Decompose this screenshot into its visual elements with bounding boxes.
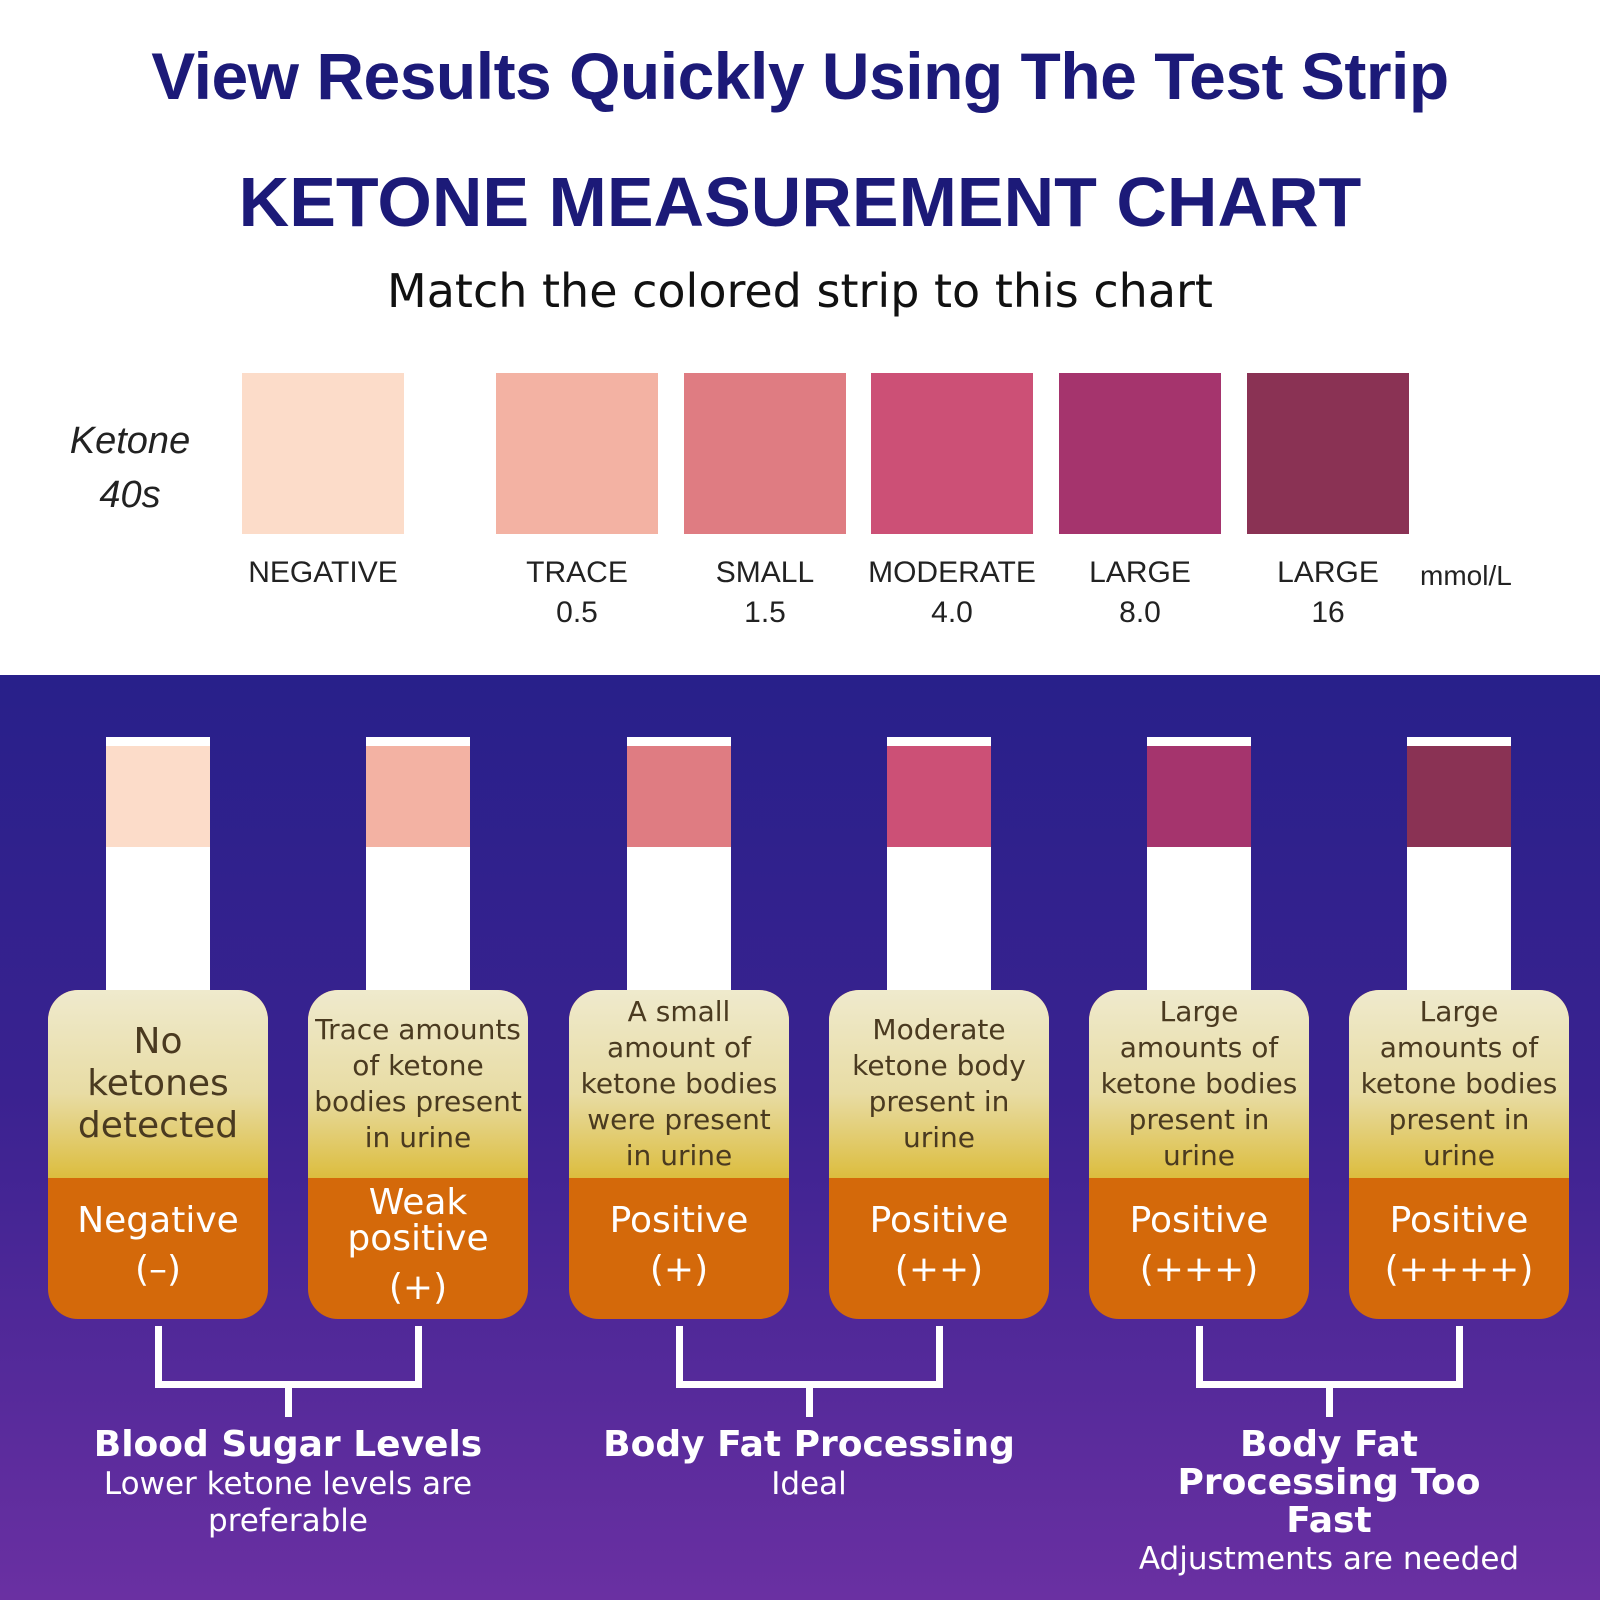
level-name: LARGE	[1277, 556, 1379, 589]
result-sign: (++++)	[1384, 1249, 1534, 1291]
result-text: Positive	[609, 1200, 749, 1242]
result-text: Positive	[1389, 1200, 1529, 1242]
result-card: Moderate ketone body present in urine Pos…	[829, 990, 1049, 1319]
result-sign: (–)	[134, 1249, 182, 1291]
unit: mmol/L	[1420, 560, 1512, 591]
bracket	[1456, 1326, 1463, 1388]
strip-color	[1147, 746, 1251, 847]
bracket	[1196, 1326, 1203, 1388]
group-note: Lower ketone levels are preferable	[103, 1465, 473, 1539]
result-sign: (++)	[894, 1249, 984, 1291]
bracket	[806, 1381, 813, 1417]
swatch	[242, 373, 404, 534]
group-note: Adjustments are needed	[1138, 1541, 1520, 1578]
instruction: Match the colored strip to this chart	[387, 264, 1213, 318]
strip-color	[887, 746, 991, 847]
bracket	[155, 1326, 162, 1388]
result-card: No ketones detected Negative (–)	[48, 990, 268, 1319]
group: Body Fat Processing Ideal	[599, 1426, 1019, 1503]
level-name: TRACE	[526, 556, 628, 589]
result-card: Large amounts of ketone bodies present i…	[1089, 990, 1309, 1319]
strip-color	[366, 746, 470, 847]
chart-label: Ketone	[69, 420, 191, 462]
group-title: Body Fat Processing Too Fast	[1177, 1424, 1481, 1541]
bracket	[676, 1326, 683, 1388]
group-title: Blood Sugar Levels	[93, 1424, 483, 1465]
result-text: Positive	[869, 1200, 1009, 1242]
chart-label: 40s	[99, 474, 161, 516]
strip-color	[627, 746, 731, 847]
level-value: 0.5	[556, 596, 598, 629]
description: Trace amounts of ketone bodies present i…	[308, 990, 528, 1178]
result-card: Large amounts of ketone bodies present i…	[1349, 990, 1569, 1319]
swatch	[1059, 373, 1221, 534]
swatch	[496, 373, 658, 534]
result: Positive (++)	[829, 1178, 1049, 1319]
level-name: NEGATIVE	[248, 556, 398, 589]
group-title: Body Fat Processing	[603, 1424, 1015, 1465]
result-text: Negative	[77, 1200, 239, 1242]
level-name: SMALL	[715, 556, 815, 589]
group-note: Ideal	[771, 1465, 847, 1502]
description: Large amounts of ketone bodies present i…	[1349, 990, 1569, 1178]
result-card: Trace amounts of ketone bodies present i…	[308, 990, 528, 1319]
group: Blood Sugar Levels Lower ketone levels ar…	[78, 1426, 498, 1540]
result: Positive (++++)	[1349, 1178, 1569, 1319]
bracket	[285, 1381, 292, 1417]
title: View Results Quickly Using The Test Stri…	[151, 39, 1449, 113]
strip-color	[1407, 746, 1511, 847]
swatch	[871, 373, 1033, 534]
subtitle: KETONE MEASUREMENT CHART	[238, 163, 1362, 241]
level-value: 4.0	[931, 596, 973, 629]
result-sign: (+++)	[1139, 1249, 1259, 1291]
swatch	[684, 373, 846, 534]
level-value: 16	[1311, 596, 1345, 629]
level-value: 8.0	[1119, 596, 1161, 629]
result: Positive (+)	[569, 1178, 789, 1319]
level-value: 1.5	[744, 596, 786, 629]
bracket	[936, 1326, 943, 1388]
level-name: MODERATE	[868, 556, 1036, 589]
result-sign: (+)	[649, 1249, 709, 1291]
result: Positive (+++)	[1089, 1178, 1309, 1319]
result-sign: (+)	[388, 1267, 448, 1309]
swatch	[1247, 373, 1409, 534]
level-name: LARGE	[1089, 556, 1191, 589]
result: Weak positive (+)	[308, 1178, 528, 1319]
bracket	[1326, 1381, 1333, 1417]
description: Moderate ketone body present in urine	[829, 990, 1049, 1178]
result-card: A small amount of ketone bodies were pre…	[569, 990, 789, 1319]
description: Large amounts of ketone bodies present i…	[1089, 990, 1309, 1178]
group: Body Fat Processing Too Fast Adjustments …	[1119, 1426, 1539, 1579]
description: A small amount of ketone bodies were pre…	[569, 990, 789, 1178]
result-text: Positive	[1129, 1200, 1269, 1242]
result: Negative (–)	[48, 1178, 268, 1319]
bracket	[415, 1326, 422, 1388]
result-text: Weak positive	[347, 1182, 489, 1260]
strip-color	[106, 746, 210, 847]
description: No ketones detected	[48, 990, 268, 1178]
